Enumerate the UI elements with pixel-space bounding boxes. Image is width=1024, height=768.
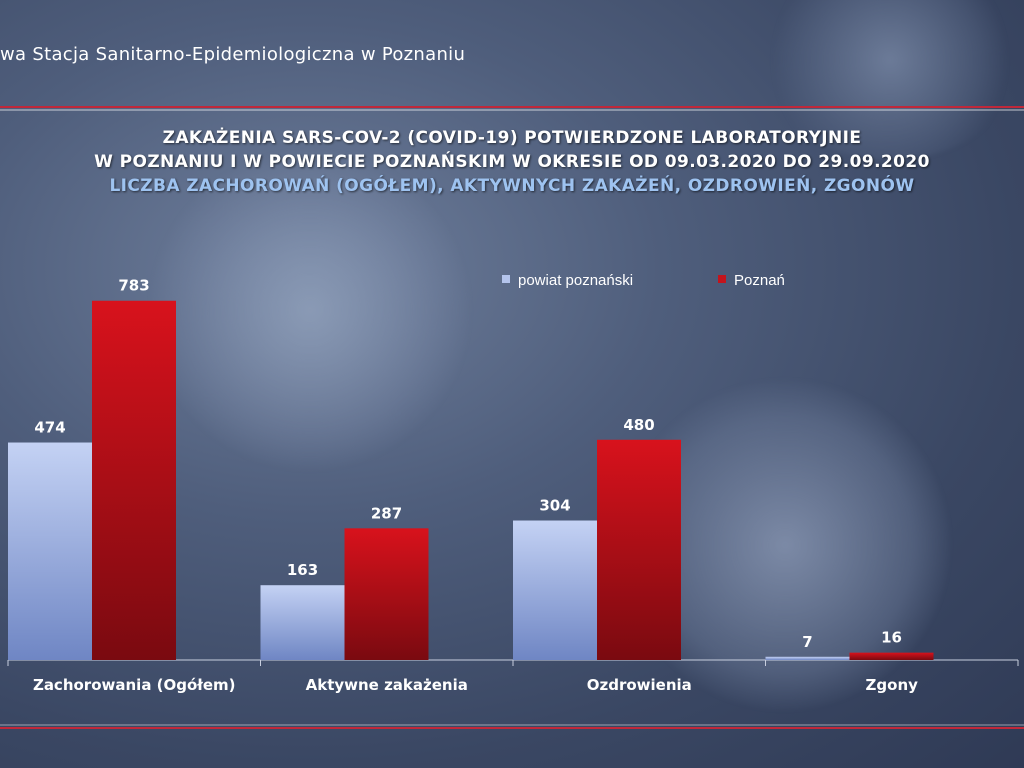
data-label: 16 <box>881 629 902 647</box>
bar-powiat <box>260 585 345 660</box>
x-tick-label: Aktywne zakażenia <box>306 676 468 694</box>
legend-swatch-powiat <box>502 275 510 283</box>
chart-title: ZAKAŻENIA SARS-COV-2 (COVID-19) POTWIERD… <box>162 128 862 148</box>
data-label: 304 <box>539 497 570 515</box>
legend-swatch-poznan <box>718 275 726 283</box>
bar-poznan <box>849 652 934 660</box>
data-label: 480 <box>623 416 654 434</box>
bar-powiat <box>513 520 597 660</box>
x-tick-label: Zachorowania (Ogółem) <box>33 676 236 694</box>
x-tick-label: Ozdrowienia <box>587 676 692 694</box>
background-virus-blob <box>150 150 470 470</box>
bar-powiat <box>765 656 850 660</box>
data-label: 474 <box>34 419 65 437</box>
data-label: 287 <box>371 504 402 522</box>
legend-label-powiat: powiat poznański <box>518 272 633 289</box>
chart-title-line2: W POZNANIU I W POWIECIE POZNAŃSKIM W OKR… <box>94 152 930 172</box>
data-label: 783 <box>118 277 149 295</box>
x-tick-label: Zgony <box>866 676 919 694</box>
organization-name: wa Stacja Sanitarno-Epidemiologiczna w P… <box>0 44 466 65</box>
data-label: 7 <box>802 633 812 651</box>
chart-subtitle: LICZBA ZACHOROWAŃ (OGÓŁEM), AKTYWNYCH ZA… <box>109 176 915 196</box>
bar-poznan <box>344 528 429 660</box>
footer-rule <box>0 727 1024 729</box>
header-rule <box>0 106 1024 108</box>
legend-label-poznan: Poznań <box>734 272 785 289</box>
bar-powiat <box>8 442 92 660</box>
bar-poznan <box>597 439 681 660</box>
data-label: 163 <box>287 561 318 579</box>
background-virus-blob <box>760 0 1020 160</box>
bar-poznan <box>92 300 176 660</box>
